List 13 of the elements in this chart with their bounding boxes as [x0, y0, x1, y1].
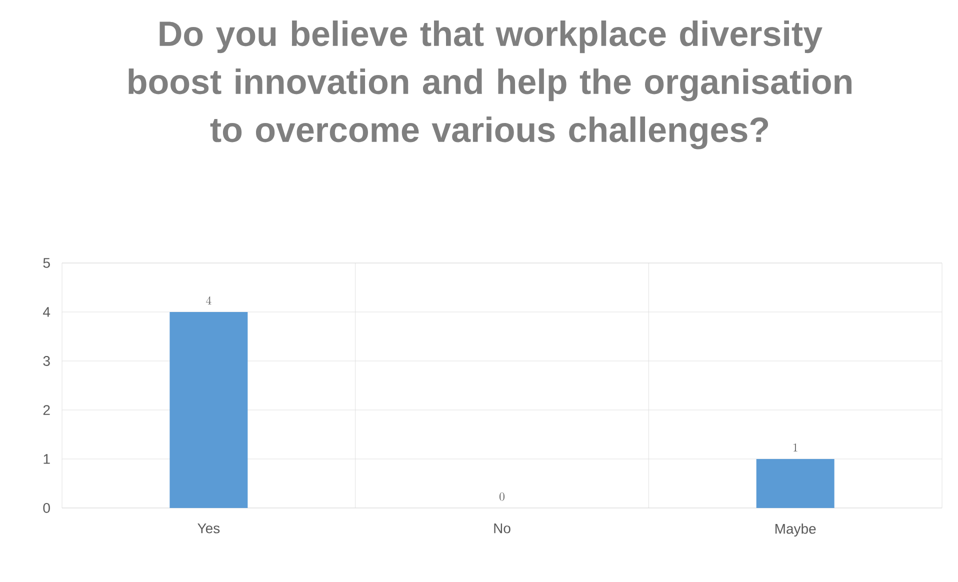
y-tick-label: 4: [43, 307, 50, 317]
x-tick-label: Maybe: [775, 524, 816, 537]
chart-title: Do you believe that workplace diversity boost innovation and help the organisation to overcome various challenges?: [128, 20, 852, 150]
y-tick-label: 0: [43, 503, 50, 513]
data-label: 1: [794, 444, 798, 452]
y-tick-label: 5: [43, 258, 50, 268]
y-tick-label: 3: [43, 356, 50, 366]
data-label: 4: [206, 296, 212, 304]
y-tick-label: 2: [43, 405, 50, 415]
x-tick-label: No: [494, 524, 510, 534]
y-tick-label: 1: [44, 454, 50, 464]
data-label: 0: [500, 492, 504, 501]
x-tick-label: Yes: [198, 524, 220, 534]
